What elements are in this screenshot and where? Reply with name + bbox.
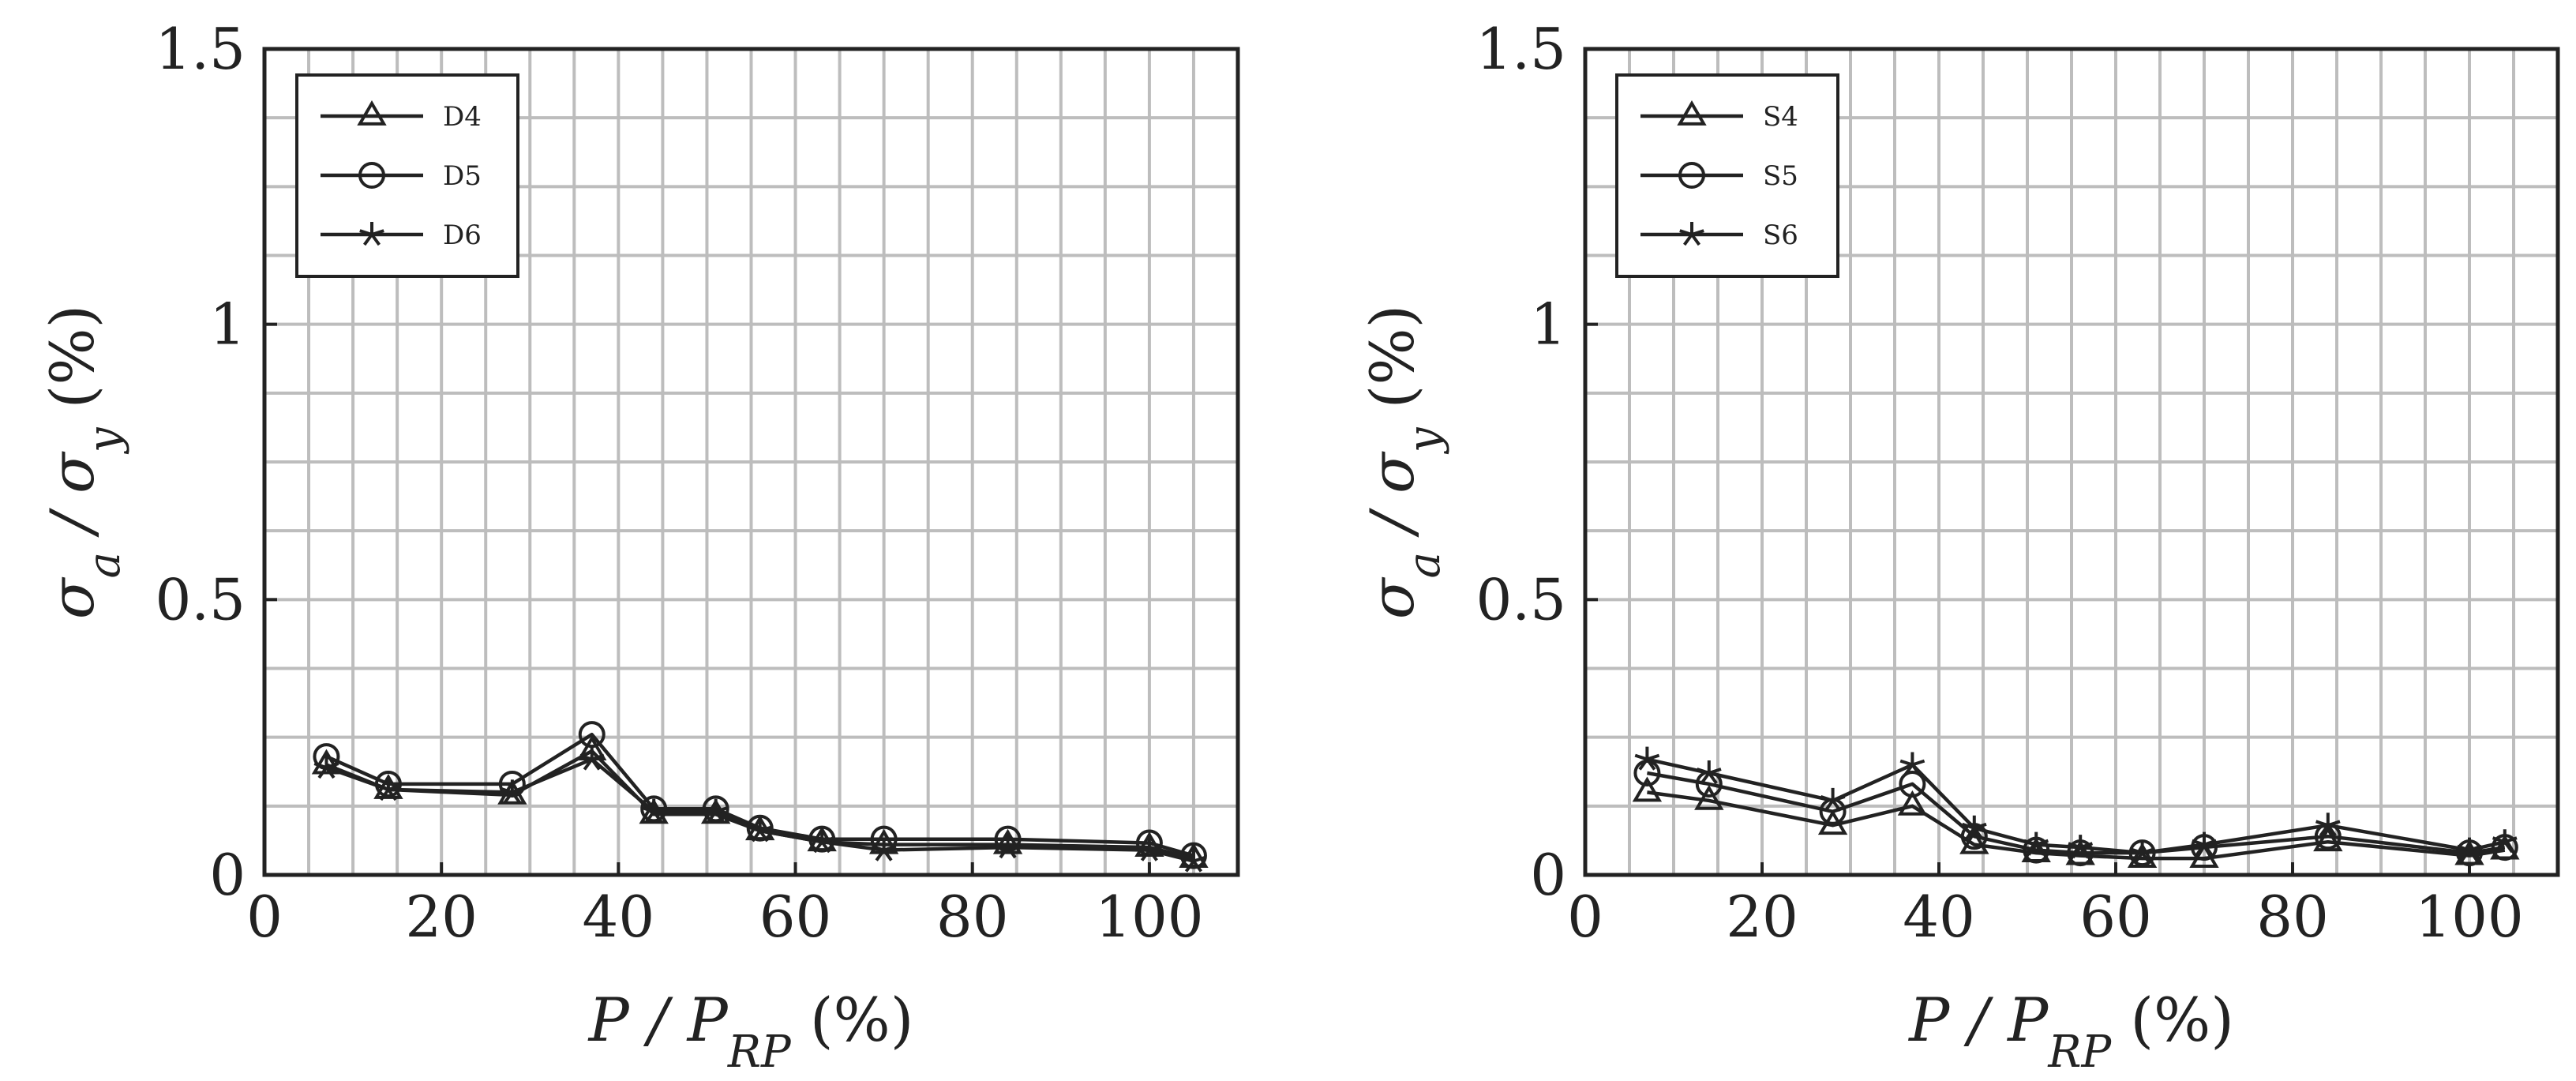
legend: D4 D5 D6 [295, 73, 519, 278]
y-tick-label: 1 [209, 291, 246, 358]
data-point-star [1181, 848, 1206, 873]
grid [1585, 49, 2558, 875]
legend-label: S5 [1763, 160, 1798, 192]
x-tick-label: 80 [936, 884, 1009, 950]
data-point-triangle [311, 749, 342, 775]
y-axis-label: σa / σy (%) [37, 305, 130, 619]
legend-label: D5 [443, 160, 482, 192]
x-tick-label: 60 [2079, 884, 2152, 950]
plot-frame [1583, 47, 2560, 877]
grid [264, 49, 1238, 875]
legend-label: S6 [1763, 220, 1798, 251]
data-point-circle [578, 721, 606, 749]
x-tick-label: 100 [1095, 884, 1203, 950]
legend-label: D6 [443, 220, 482, 251]
legend-label: D4 [443, 101, 482, 133]
series-line [1647, 771, 2506, 855]
y-tick-label: 0.5 [1475, 566, 1566, 632]
chart-panel-1: 0 20 40 60 80 100 0 0.5 1 1.5 P / PRP (%) σa / σy (… [37, 16, 1240, 1078]
data-point-star [313, 754, 339, 779]
data-point-star [2023, 831, 2049, 856]
x-tick-label: 80 [2256, 884, 2329, 950]
data-point-star [747, 818, 773, 843]
data-point-circle [498, 770, 526, 798]
y-tick-label: 0 [209, 842, 246, 908]
data-point-star [2192, 831, 2217, 856]
data-point-star [1696, 760, 1722, 785]
x-axis-label: P / PRP (%) [1907, 985, 2234, 1077]
data-point-star [1137, 837, 1162, 861]
data-point-star [1961, 815, 1987, 839]
y-tick-label: 1.5 [155, 16, 246, 82]
series-line [1647, 790, 2506, 861]
chart-panel-2: 0 20 40 60 80 100 0 0.5 1 1.5 P / PRP (%) σa / σy (… [1357, 16, 2560, 1078]
x-tick-label: 0 [1567, 884, 1603, 950]
series-line [325, 757, 1194, 863]
x-tick-label: 0 [246, 884, 283, 950]
data-point-star [1634, 746, 1660, 771]
data-point-star [376, 776, 401, 801]
data-point-star [2492, 829, 2518, 854]
legend-marker-triangle [1677, 100, 1707, 126]
y-tick-label: 0 [1530, 842, 1566, 908]
data-point-circle [1899, 770, 1926, 798]
x-tick-label: 60 [759, 884, 832, 950]
data-point-star [499, 779, 525, 804]
plot-frame [262, 47, 1240, 877]
legend-marker-triangle [357, 100, 387, 126]
data-point-star [641, 798, 667, 823]
x-tick-label: 40 [1903, 884, 1975, 950]
series-line [325, 732, 1194, 858]
series-line [1646, 757, 2506, 855]
data-point-star [995, 835, 1021, 859]
data-point-circle [1135, 829, 1163, 857]
series-S6 [1634, 746, 2518, 865]
y-tick-label: 1 [1530, 291, 1566, 358]
data-point-star [2315, 813, 2341, 837]
series-D6 [313, 746, 1206, 873]
data-point-star [2068, 835, 2094, 859]
legend: S4 S5 S6 [1615, 73, 1839, 278]
data-point-star [579, 746, 605, 771]
legend-marker-circle [1678, 162, 1705, 189]
legend-marker-star [359, 222, 384, 246]
legend-label: S4 [1763, 101, 1798, 133]
y-axis-label: σa / σy (%) [1357, 305, 1450, 619]
data-point-star [2129, 840, 2155, 865]
x-axis-label: P / PRP (%) [587, 985, 914, 1077]
data-point-triangle [1632, 776, 1663, 802]
data-point-star [1899, 752, 1925, 776]
y-tick-label: 0.5 [155, 566, 246, 632]
data-point-star [871, 837, 897, 861]
data-point-star [2457, 837, 2482, 861]
y-tick-label: 1.5 [1475, 16, 1566, 82]
x-tick-label: 20 [405, 884, 478, 950]
data-point-triangle [1959, 828, 1989, 854]
data-point-circle [994, 825, 1022, 853]
data-point-star [1820, 787, 1846, 812]
legend-marker-circle [358, 162, 385, 189]
x-tick-label: 20 [1726, 884, 1798, 950]
legend-marker-star [1679, 222, 1704, 246]
data-point-star [703, 798, 729, 823]
data-point-triangle [1897, 790, 1928, 816]
data-point-star [809, 829, 835, 854]
x-tick-label: 100 [2415, 884, 2523, 950]
data-point-triangle [1694, 784, 1724, 810]
data-point-circle [1179, 842, 1207, 869]
x-tick-label: 40 [583, 884, 655, 950]
